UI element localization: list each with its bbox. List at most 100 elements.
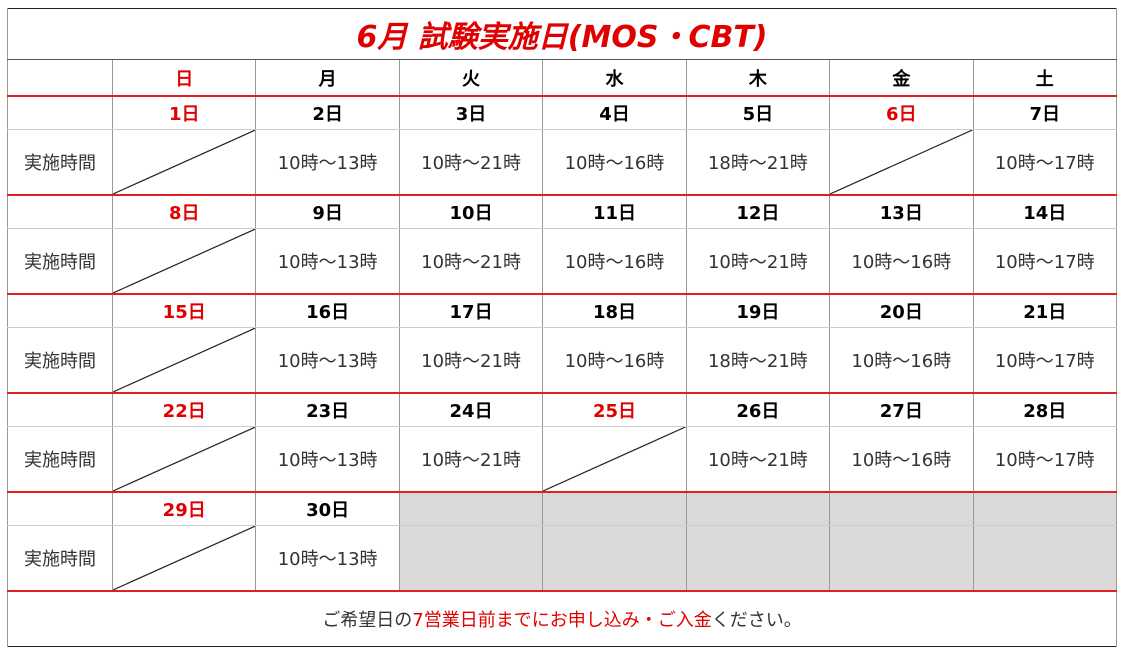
date: 14日 <box>972 195 1118 229</box>
exam-time: 10時～13時 <box>255 228 400 295</box>
title-row: 6月 試験実施日(MOS・CBT) <box>7 8 1117 60</box>
footer-text: ください。 <box>711 610 802 631</box>
date: 16日 <box>255 294 400 328</box>
date: 7日 <box>972 96 1118 130</box>
row-label: 実施時間 <box>7 228 113 295</box>
exam-time: 10時～13時 <box>255 129 400 196</box>
exam-time: 10時～21時 <box>398 327 544 394</box>
date-row: 8日 9日 10日 11日 12日 13日 14日 <box>7 195 1118 229</box>
exam-time: 10時～17時 <box>972 129 1118 196</box>
date: 6日 <box>829 96 974 130</box>
exam-time: 10時～16時 <box>829 327 974 394</box>
corner-cell <box>7 59 113 97</box>
exam-time: 10時～17時 <box>972 327 1118 394</box>
slash <box>113 328 255 392</box>
empty-cell <box>829 525 974 592</box>
no-exam-cell <box>111 426 257 493</box>
slash-line <box>113 328 255 392</box>
date: 25日 <box>542 393 687 427</box>
date: 2日 <box>255 96 400 130</box>
time-row: 実施時間 10時～13時 10時～21時 10時～16時 18時～21時 10時～17時 <box>7 129 1118 196</box>
row-label: 実施時間 <box>7 426 113 493</box>
exam-time: 10時～13時 <box>255 525 400 592</box>
weekday: 水 <box>542 59 687 97</box>
weekday: 月 <box>255 59 400 97</box>
no-exam-cell <box>829 129 974 196</box>
slash-line <box>830 130 972 194</box>
date: 10日 <box>398 195 544 229</box>
time-row: 実施時間 10時～13時 <box>7 525 1118 592</box>
schedule-table: 6月 試験実施日(MOS・CBT) 日月火水木金土 1日 2日 3日 4日 5日 6日 7日実… <box>7 8 1118 647</box>
slash-line <box>113 526 255 590</box>
label-spacer <box>7 492 113 526</box>
date: 19日 <box>685 294 831 328</box>
date: 15日 <box>111 294 257 328</box>
no-exam-cell <box>111 228 257 295</box>
time-row: 実施時間 10時～13時 10時～21時 10時～16時 10時～21時 10時～16時 1… <box>7 228 1118 295</box>
exam-time: 10時～13時 <box>255 327 400 394</box>
label-spacer <box>7 393 113 427</box>
empty-cell <box>398 525 544 592</box>
empty-cell <box>398 492 544 526</box>
exam-time: 10時～16時 <box>542 129 687 196</box>
date: 27日 <box>829 393 974 427</box>
date: 18日 <box>542 294 687 328</box>
date: 20日 <box>829 294 974 328</box>
exam-time: 10時～21時 <box>685 228 831 295</box>
date: 12日 <box>685 195 831 229</box>
footer-text: 7営業日前までにお申し込み・ご入金 <box>412 610 712 631</box>
footer-text: ご希望日の <box>322 610 413 631</box>
weekday: 土 <box>972 59 1118 97</box>
date: 24日 <box>398 393 544 427</box>
slash <box>113 526 255 590</box>
date-row: 22日 23日 24日 25日 26日 27日 28日 <box>7 393 1118 427</box>
header-row: 日月火水木金土 <box>7 59 1118 97</box>
date: 5日 <box>685 96 831 130</box>
slash <box>113 427 255 491</box>
date: 23日 <box>255 393 400 427</box>
time-row: 実施時間 10時～13時 10時～21時 10時～21時 10時～16時 10時～17時 <box>7 426 1118 493</box>
date: 3日 <box>398 96 544 130</box>
no-exam-cell <box>542 426 687 493</box>
slash <box>113 130 255 194</box>
date: 9日 <box>255 195 400 229</box>
exam-time: 10時～16時 <box>829 228 974 295</box>
exam-time: 10時～16時 <box>542 327 687 394</box>
time-row: 実施時間 10時～13時 10時～21時 10時～16時 18時～21時 10時～16時 1… <box>7 327 1118 394</box>
date: 17日 <box>398 294 544 328</box>
exam-time: 10時～21時 <box>398 426 544 493</box>
exam-time: 10時～16時 <box>829 426 974 493</box>
date: 11日 <box>542 195 687 229</box>
slash <box>543 427 685 491</box>
label-spacer <box>7 294 113 328</box>
exam-time: 10時～21時 <box>685 426 831 493</box>
empty-cell <box>829 492 974 526</box>
date: 29日 <box>111 492 257 526</box>
weekday: 火 <box>398 59 544 97</box>
empty-cell <box>972 492 1118 526</box>
row-label: 実施時間 <box>7 129 113 196</box>
exam-time: 10時～21時 <box>398 129 544 196</box>
date: 28日 <box>972 393 1118 427</box>
label-spacer <box>7 195 113 229</box>
no-exam-cell <box>111 525 257 592</box>
date: 1日 <box>111 96 257 130</box>
slash-line <box>113 130 255 194</box>
row-label: 実施時間 <box>7 525 113 592</box>
date: 8日 <box>111 195 257 229</box>
date-row: 1日 2日 3日 4日 5日 6日 7日 <box>7 96 1118 130</box>
slash <box>113 229 255 293</box>
exam-time: 10時～21時 <box>398 228 544 295</box>
slash <box>830 130 972 194</box>
slash-line <box>113 229 255 293</box>
footer-row: ご希望日の7営業日前までにお申し込み・ご入金ください。 <box>7 590 1117 647</box>
date: 22日 <box>111 393 257 427</box>
empty-cell <box>542 492 687 526</box>
exam-time: 10時～13時 <box>255 426 400 493</box>
date: 21日 <box>972 294 1118 328</box>
empty-cell <box>972 525 1118 592</box>
slash-line <box>543 427 685 491</box>
date: 13日 <box>829 195 974 229</box>
date: 4日 <box>542 96 687 130</box>
exam-time: 18時～21時 <box>685 129 831 196</box>
